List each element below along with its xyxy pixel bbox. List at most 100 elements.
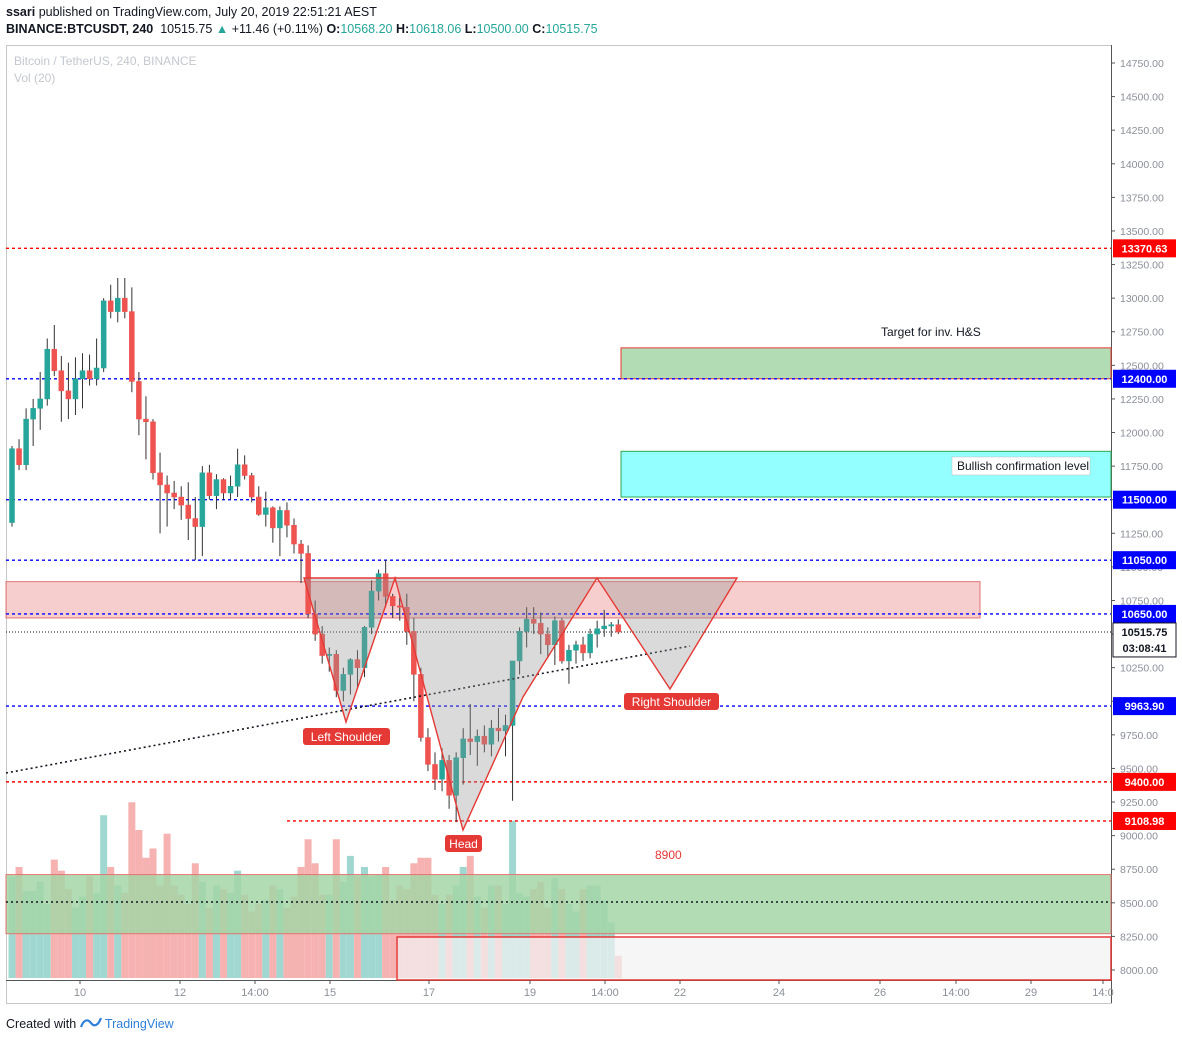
candle[interactable] (474, 735, 481, 742)
zone-3[interactable] (5, 874, 1112, 935)
candle[interactable] (44, 348, 50, 400)
bullish-label-box (951, 456, 1091, 476)
candle[interactable] (382, 573, 389, 597)
candle[interactable] (453, 757, 459, 796)
candle[interactable] (58, 370, 65, 392)
price-badge-text: 13370.63 (1122, 243, 1168, 255)
candle[interactable] (86, 370, 93, 380)
candle[interactable] (559, 620, 565, 662)
candle[interactable] (150, 421, 156, 474)
candle[interactable] (573, 644, 579, 651)
candle[interactable] (615, 624, 622, 633)
candle[interactable] (523, 619, 530, 632)
inverse-head-shoulders-pattern[interactable] (303, 575, 739, 833)
candle[interactable] (199, 472, 206, 527)
candle[interactable] (277, 510, 283, 529)
candle[interactable] (30, 408, 36, 420)
candle[interactable] (178, 496, 184, 506)
candle[interactable] (263, 507, 269, 515)
ohlc-bar: BINANCE:BTCUSDT, 240 10515.75 ▲ +11.46 (… (6, 22, 598, 36)
candle[interactable] (488, 727, 495, 745)
candle[interactable] (23, 418, 29, 466)
candle[interactable] (185, 504, 191, 519)
candle[interactable] (270, 507, 276, 529)
candle[interactable] (594, 628, 600, 635)
price-tick-label: 12500.00 (1120, 360, 1164, 372)
candle[interactable] (566, 649, 572, 662)
candle[interactable] (115, 297, 121, 312)
candle[interactable] (256, 496, 262, 515)
candle[interactable] (530, 619, 537, 624)
candle[interactable] (129, 311, 135, 382)
candle[interactable] (213, 479, 220, 496)
candle[interactable] (608, 624, 614, 627)
candle[interactable] (37, 398, 43, 409)
tradingview-brand[interactable]: TradingView (104, 1017, 174, 1031)
candle[interactable] (298, 543, 304, 554)
candle[interactable] (157, 472, 163, 486)
candle[interactable] (319, 633, 325, 656)
candle[interactable] (601, 625, 607, 629)
price-change: +11.46 (+0.11%) (231, 22, 323, 36)
candle[interactable] (284, 510, 290, 526)
candle[interactable] (93, 367, 100, 380)
zone-2[interactable] (5, 581, 981, 619)
candle[interactable] (248, 475, 255, 498)
candle[interactable] (516, 631, 523, 662)
zone-0[interactable] (620, 347, 1112, 380)
candle[interactable] (418, 674, 424, 738)
future-range-box[interactable] (396, 936, 1112, 981)
candle[interactable] (51, 348, 58, 371)
candle[interactable] (368, 590, 375, 628)
candle[interactable] (545, 633, 551, 646)
volume-bar (290, 896, 298, 978)
candle[interactable] (481, 735, 488, 745)
candle[interactable] (227, 486, 234, 494)
right-shoulder-badge (624, 693, 719, 710)
candle[interactable] (495, 727, 502, 732)
candle[interactable] (122, 297, 128, 312)
candle[interactable] (580, 644, 586, 654)
candle[interactable] (538, 623, 544, 635)
candle[interactable] (460, 738, 466, 758)
last-price: 10515.75 (160, 22, 213, 36)
candle[interactable] (192, 518, 199, 527)
candle[interactable] (206, 472, 213, 496)
candle[interactable] (347, 659, 354, 675)
tradingview-logo-icon (79, 1017, 105, 1031)
volume-bar (79, 896, 86, 978)
candle[interactable] (432, 764, 438, 780)
candle[interactable] (354, 659, 361, 668)
candle[interactable] (509, 660, 516, 726)
candle[interactable] (241, 464, 248, 476)
candle[interactable] (79, 370, 86, 380)
candle[interactable] (425, 737, 431, 765)
price-tick-label: 10250.00 (1120, 663, 1164, 675)
trend-line[interactable] (5, 645, 691, 774)
candle[interactable] (587, 633, 593, 654)
candle[interactable] (171, 492, 177, 498)
candle[interactable] (164, 484, 170, 494)
candle[interactable] (9, 448, 15, 523)
candle[interactable] (397, 605, 403, 608)
volume-bar (93, 892, 101, 978)
candle[interactable] (467, 738, 473, 742)
candle[interactable] (375, 573, 382, 592)
candle[interactable] (389, 596, 396, 607)
candle[interactable] (234, 464, 241, 487)
candle[interactable] (65, 390, 72, 400)
candle[interactable] (502, 725, 509, 732)
candle[interactable] (340, 674, 347, 691)
candle[interactable] (291, 524, 297, 545)
author-name[interactable]: ssari (6, 5, 36, 19)
candle[interactable] (220, 479, 227, 494)
candle[interactable] (136, 381, 142, 420)
candle[interactable] (439, 760, 445, 780)
candle[interactable] (143, 418, 149, 423)
candle[interactable] (16, 448, 22, 466)
candle[interactable] (411, 631, 417, 675)
candle[interactable] (100, 300, 107, 369)
candle[interactable] (107, 300, 114, 312)
candle[interactable] (72, 378, 79, 400)
